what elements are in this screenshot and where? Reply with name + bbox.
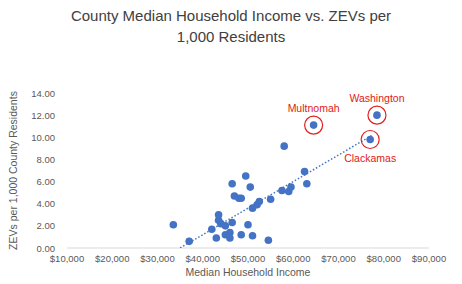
annotation-label: Washington — [349, 92, 404, 104]
y-tick — [58, 203, 60, 204]
annotation-label: Clackamas — [344, 152, 396, 164]
point — [278, 187, 286, 195]
point — [373, 111, 381, 119]
y-tick-label: 12.00 — [31, 110, 55, 121]
y-tick-label: 4.00 — [37, 198, 56, 209]
x-axis-label: Median Household Income — [186, 266, 311, 278]
y-tick-label: 8.00 — [37, 154, 56, 165]
x-tick-label: $80,000 — [367, 253, 401, 264]
y-tick — [58, 137, 60, 138]
y-tick — [58, 115, 60, 116]
annotation-circle — [305, 116, 323, 134]
point — [310, 121, 318, 129]
point — [265, 236, 273, 244]
y-tick — [58, 93, 60, 94]
y-tick-label: 10.00 — [31, 132, 55, 143]
point — [366, 136, 374, 144]
point — [222, 222, 230, 230]
annotation-circle — [361, 131, 379, 149]
x-tick-label: $10,000 — [50, 253, 84, 264]
point — [287, 183, 295, 191]
x-tick-label: $50,000 — [231, 253, 265, 264]
point — [215, 211, 223, 219]
y-axis-label: ZEVs per 1,000 County Residents — [7, 91, 19, 250]
point — [249, 232, 257, 240]
y-tick-label: 0.00 — [37, 243, 56, 254]
point — [237, 194, 245, 202]
x-axis — [67, 248, 429, 249]
plot-area — [170, 106, 386, 248]
y-tick — [58, 159, 60, 160]
point — [280, 142, 288, 150]
x-tick-label: $40,000 — [186, 253, 220, 264]
point — [185, 238, 193, 246]
point — [244, 221, 252, 229]
x-tick-label: $90,000 — [412, 253, 446, 264]
x-tick-label: $30,000 — [140, 253, 174, 264]
point — [301, 168, 309, 176]
point — [228, 219, 236, 227]
point — [256, 198, 264, 206]
annotation-circle — [368, 106, 386, 124]
y-tick-label: 14.00 — [31, 88, 55, 99]
title: County Median Household Income vs. ZEVs … — [71, 7, 391, 45]
point — [242, 172, 250, 180]
annotation-label: Multnomah — [288, 102, 340, 114]
point — [213, 234, 221, 242]
y-tick-label: 2.00 — [37, 220, 56, 231]
x-tick-label: $60,000 — [276, 253, 310, 264]
point — [237, 231, 245, 239]
y-tick-label: 6.00 — [37, 176, 56, 187]
point — [170, 221, 178, 229]
point — [226, 234, 234, 242]
point — [208, 225, 216, 233]
x-tick-label: $20,000 — [95, 253, 129, 264]
y-tick — [58, 181, 60, 182]
point — [267, 195, 275, 203]
chart: County Median Household Income vs. ZEVs … — [0, 0, 462, 284]
point — [228, 180, 236, 188]
y-tick — [58, 225, 60, 226]
x-tick-label: $70,000 — [321, 253, 355, 264]
point — [303, 180, 311, 188]
y-tick — [58, 248, 60, 249]
point — [246, 183, 254, 191]
